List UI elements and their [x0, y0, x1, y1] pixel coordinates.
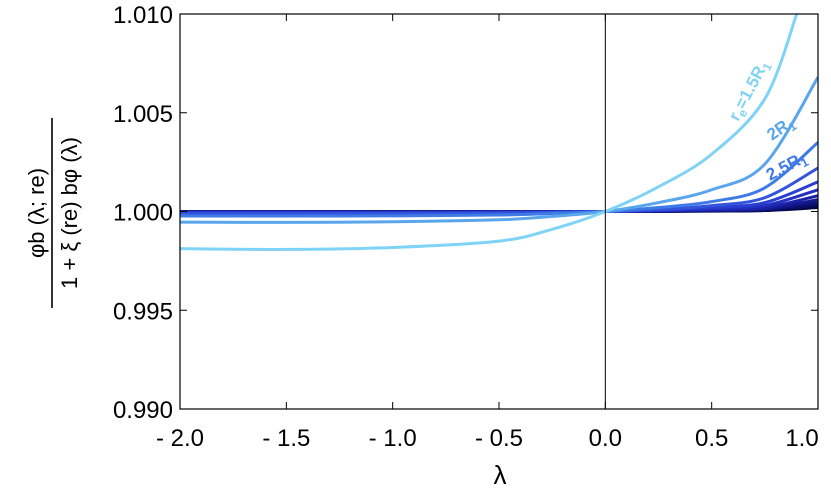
- series-line-0: [180, 14, 799, 251]
- y-tick-label: 1.005: [113, 101, 173, 128]
- x-tick-label: - 1.0: [369, 425, 417, 452]
- y-axis-label-denominator: 1 + ξ (re) bφ (λ): [57, 137, 82, 289]
- series-line-1: [180, 76, 818, 224]
- series-layer: [180, 14, 818, 251]
- x-tick-label: - 0.5: [475, 425, 523, 452]
- x-tick-label: - 2.0: [156, 425, 204, 452]
- y-axis-label: φb (λ; re) 1 + ξ (re) bφ (λ): [24, 118, 82, 308]
- series-line-2: [180, 141, 818, 218]
- x-tick-label: 0.5: [695, 425, 728, 452]
- y-tick-label: 0.990: [113, 397, 173, 424]
- x-tick-label: 1.0: [785, 425, 818, 452]
- y-axis-label-numerator: φb (λ; re): [24, 168, 49, 258]
- x-tick-label: 0.0: [589, 425, 622, 452]
- y-tick-label: 1.000: [113, 200, 173, 227]
- x-axis-label: λ: [494, 460, 507, 490]
- x-tick-label: - 1.5: [262, 425, 310, 452]
- y-tick-label: 1.010: [113, 2, 173, 29]
- y-tick-label: 0.995: [113, 298, 173, 325]
- tick-layer: - 2.0 - 1.5 - 1.0 - 0.5 0.0 0.5 1.0 0.990 0.995 1…: [113, 2, 819, 452]
